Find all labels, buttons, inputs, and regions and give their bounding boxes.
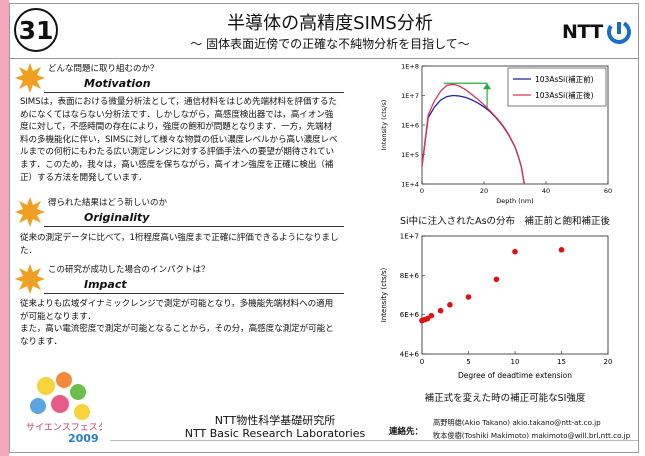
section-question: どんな問題に取り組むのか？ xyxy=(48,64,159,74)
data-point xyxy=(512,248,518,255)
poster-number: 31 xyxy=(18,15,54,45)
section-question: この研究が成功した場合のインパクトは？ xyxy=(48,265,210,275)
x-tick-label: 5 xyxy=(466,358,470,366)
section-originality-head: 得られた結果はどう新しいのか Originality xyxy=(14,196,354,228)
deadtime-scatter-chart: 4E+6 6E+6 8E+6 1E+7 0 5 10 15 20 Degree of deadti… xyxy=(380,233,613,381)
lab-name-jp: NTT物性科学基礎研究所 xyxy=(214,414,336,427)
data-point xyxy=(428,312,435,319)
x-tick-label: 40 xyxy=(542,187,550,195)
y-tick-label: 1E+7 xyxy=(400,233,419,241)
ntt-logo-text: NTT xyxy=(562,21,603,43)
section-title-underline: Impact xyxy=(44,276,344,294)
x-axis-label: Depth (nm) xyxy=(496,197,533,205)
y-tick-label: 1E+6 xyxy=(401,122,419,130)
festa-logo-text: サイエンスフェスタ xyxy=(26,422,102,433)
section-title: Motivation xyxy=(84,77,151,90)
x-tick-label: 10 xyxy=(511,358,520,366)
ntt-logo: NTT xyxy=(562,18,640,46)
section-originality-text: 従来の測定データに比べて，1桁程度高い強度まで正確に評価できるようになりました． xyxy=(20,233,339,256)
section-impact-text: 従来よりも広域ダイナミックレンジで測定が可能となり，多機能先端材料への適用が可能… xyxy=(20,299,334,347)
x-tick-label: 0 xyxy=(420,187,424,195)
correction-arrow-head xyxy=(483,83,492,90)
x-tick-label: 20 xyxy=(604,358,613,366)
section-motivation-text: SIMSは，表面における微量分析法として，通信材料をはじめ先端材料を評価するため… xyxy=(20,97,338,183)
data-point xyxy=(493,276,500,283)
y-tick-label: 4E+6 xyxy=(400,351,420,359)
poster-number-badge: 31 xyxy=(14,8,58,52)
section-title: Impact xyxy=(84,278,127,291)
x-axis-label: Degree of deadtime extension xyxy=(458,371,572,380)
y-axis-label: Intensity (cts/s) xyxy=(380,100,388,151)
contact-line-makimoto: 牧本俊樹(Toshiki Makimoto) makimoto@will.brl… xyxy=(433,431,631,440)
section-title-underline: Originality xyxy=(44,209,344,227)
lab-name-en: NTT Basic Research Laboratories xyxy=(184,427,366,440)
y-axis-label: Intensity (cts/s) xyxy=(380,268,388,323)
ntt-logo-mark-icon xyxy=(606,20,631,44)
festa-logo-year: 2009 xyxy=(68,432,99,445)
section-question: 得られた結果はどう新しいのか xyxy=(48,198,168,208)
y-tick-label: 8E+6 xyxy=(400,272,420,280)
sun-burst-icon xyxy=(15,197,45,227)
header-rule xyxy=(10,58,638,59)
legend-label: 103AsSi(補正前) xyxy=(535,74,594,84)
x-tick-label: 0 xyxy=(420,358,424,366)
y-tick-label: 1E+4 xyxy=(401,181,419,189)
section-title: Originality xyxy=(84,211,150,224)
x-tick-label: 20 xyxy=(480,187,488,195)
poster-subtitle: ～ 固体表面近傍での正確な不純物分析を目指して～ xyxy=(190,37,470,51)
sun-burst-icon xyxy=(15,63,45,93)
data-point xyxy=(447,302,453,308)
legend-box xyxy=(507,67,607,107)
contact-line-takano: 高野明雄(Akio Takano) akio.takano@ntt-at.co.… xyxy=(433,418,601,427)
section-impact-head: この研究が成功した場合のインパクトは？ Impact xyxy=(14,263,354,295)
sun-burst-icon xyxy=(15,264,45,294)
x-tick-label: 15 xyxy=(557,358,566,366)
science-festa-logo: サイエンスフェスタ 2009 xyxy=(26,372,102,445)
data-point xyxy=(465,294,472,300)
footer-rule xyxy=(110,440,638,441)
data-point xyxy=(558,247,565,253)
depth-profile-chart: 1E+4 1E+5 1E+6 1E+7 1E+8 0 20 40 60 Depth (nm) Int… xyxy=(380,63,612,206)
section-motivation-head: どんな問題に取り組むのか？ Motivation xyxy=(14,62,354,94)
y-tick-label: 1E+7 xyxy=(401,92,419,100)
data-point xyxy=(437,307,444,314)
y-tick-label: 6E+6 xyxy=(400,311,420,319)
chart1-caption: Si中に注入されたAsの分布 補正前と飽和補正後 xyxy=(399,216,611,227)
contact-label: 連絡先： xyxy=(389,427,424,437)
legend-label: 103AsSi(補正後) xyxy=(535,90,594,100)
pink-side-stripe xyxy=(0,0,9,456)
poster-title: 半導体の高精度SIMS分析 xyxy=(227,13,433,34)
poster-frame xyxy=(9,3,639,453)
y-tick-label: 1E+8 xyxy=(401,63,419,71)
section-title-underline: Motivation xyxy=(44,75,344,93)
x-tick-label: 60 xyxy=(604,187,612,195)
y-tick-label: 1E+5 xyxy=(401,151,419,159)
chart2-caption: 補正式を変えた時の補正可能なSI強度 xyxy=(424,393,586,404)
series-line xyxy=(421,83,525,185)
plot-area xyxy=(421,235,609,355)
